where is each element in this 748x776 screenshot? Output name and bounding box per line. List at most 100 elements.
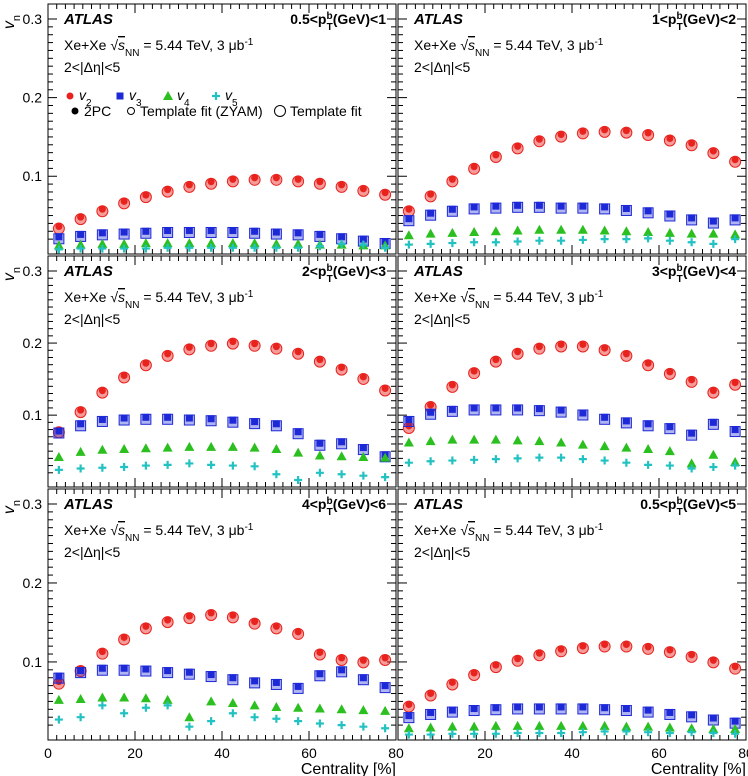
s: s [118, 37, 125, 53]
point-v3 [557, 406, 565, 414]
point-v3 [359, 674, 367, 682]
pt-hi: (GeV)<2 [683, 11, 737, 27]
legend-marker-2pc [71, 107, 79, 115]
point-v3 [731, 717, 739, 725]
nn: NN [125, 48, 139, 59]
point-v4 [162, 238, 173, 248]
point-v4 [206, 441, 217, 451]
s: s [468, 289, 475, 305]
legend-v: v [129, 87, 137, 103]
point-v5 [250, 462, 259, 471]
point-v4 [53, 694, 64, 704]
point-v4 [730, 724, 741, 734]
point-v4 [271, 238, 282, 248]
point-v4 [206, 696, 217, 706]
point-v2 [601, 641, 609, 649]
nn: NN [475, 48, 489, 59]
point-v4 [534, 224, 545, 234]
point-v3 [98, 664, 106, 672]
point-v4 [249, 238, 260, 248]
point-v5 [731, 461, 740, 470]
point-v3 [251, 227, 259, 235]
point-v5 [228, 461, 237, 470]
point-v2 [644, 359, 652, 367]
point-v5 [426, 457, 435, 466]
point-v4 [184, 238, 195, 248]
point-v5 [54, 715, 63, 724]
point-v5 [600, 235, 609, 244]
collision-prefix: Xe+Xe [414, 289, 460, 305]
point-v2 [98, 648, 106, 656]
point-v4 [227, 697, 238, 707]
s: s [468, 37, 475, 53]
point-v3 [666, 423, 674, 431]
collision-prefix: Xe+Xe [414, 37, 460, 53]
y-axis-title: vn [1, 267, 23, 281]
nn: NN [125, 533, 139, 544]
point-v2 [294, 628, 302, 636]
point-v5 [687, 728, 696, 737]
point-v2 [359, 185, 367, 193]
point-v2 [207, 340, 215, 348]
point-v4 [271, 701, 282, 711]
energy: = 5.44 TeV, 3 μb [489, 522, 594, 538]
point-v2 [98, 205, 106, 213]
point-v5 [404, 458, 413, 467]
point-v3 [77, 667, 85, 675]
point-v3 [448, 205, 456, 213]
pt-range-label: 2<pb T(GeV)<3 [302, 263, 386, 285]
point-v3 [601, 203, 609, 211]
point-v4 [227, 238, 238, 248]
point-v4 [577, 224, 588, 234]
pt-sup: b [676, 496, 682, 507]
point-v3 [514, 201, 522, 209]
point-v3 [294, 229, 302, 237]
point-v2 [294, 175, 302, 183]
point-v2 [557, 645, 565, 653]
point-v5 [381, 724, 390, 733]
point-v3 [688, 711, 696, 719]
point-v2 [251, 340, 259, 348]
point-v2 [251, 618, 259, 626]
point-v5 [207, 460, 216, 469]
point-v3 [666, 708, 674, 716]
lumi-exp: -1 [594, 37, 603, 48]
point-v5 [557, 453, 566, 462]
point-v2 [666, 135, 674, 143]
panel-2: ATLAS 1<pb T(GeV)<2 Xe+Xe √sNN = 5.44 TeV, … [397, 3, 747, 255]
point-v3 [731, 214, 739, 222]
atlas-label: ATLAS [413, 263, 463, 280]
pt-range-label: 4<pb T(GeV)<6 [302, 496, 386, 518]
point-v5 [709, 729, 718, 737]
point-v2 [709, 147, 717, 155]
point-v5 [513, 237, 522, 246]
atlas-label: ATLAS [63, 496, 113, 513]
point-v5 [578, 235, 587, 244]
point-v5 [337, 470, 346, 479]
point-v2 [492, 151, 500, 159]
point-v4 [75, 694, 86, 704]
point-v3 [622, 417, 630, 425]
y-tick-label: 0.1 [23, 168, 43, 184]
point-v3 [272, 420, 280, 428]
point-v4 [184, 712, 195, 722]
pt-hi: (GeV)<4 [683, 263, 737, 279]
point-v4 [403, 230, 414, 240]
nn: NN [125, 300, 139, 311]
point-v5 [250, 243, 259, 252]
energy: = 5.44 TeV, 3 μb [139, 37, 244, 53]
pt-lo: 0.5<p [290, 11, 326, 27]
point-v2 [666, 646, 674, 654]
collision-label: Xe+Xe √sNN = 5.44 TeV, 3 μb-1 [64, 289, 254, 311]
point-v2 [622, 350, 630, 358]
panel-3: 0.1 0.2 0.3 ATLAS 2<pb T(GeV)<3 Xe+Xe √sNN = 5… [23, 255, 397, 488]
point-v3 [229, 416, 237, 424]
eta-label: 2<|Δη|<5 [414, 59, 471, 75]
y-axis-v: v [1, 272, 18, 281]
point-v5 [141, 703, 150, 712]
point-v5 [294, 476, 303, 484]
point-v2 [644, 643, 652, 651]
point-v3 [448, 405, 456, 413]
point-v4 [119, 238, 130, 248]
point-v4 [314, 450, 325, 460]
